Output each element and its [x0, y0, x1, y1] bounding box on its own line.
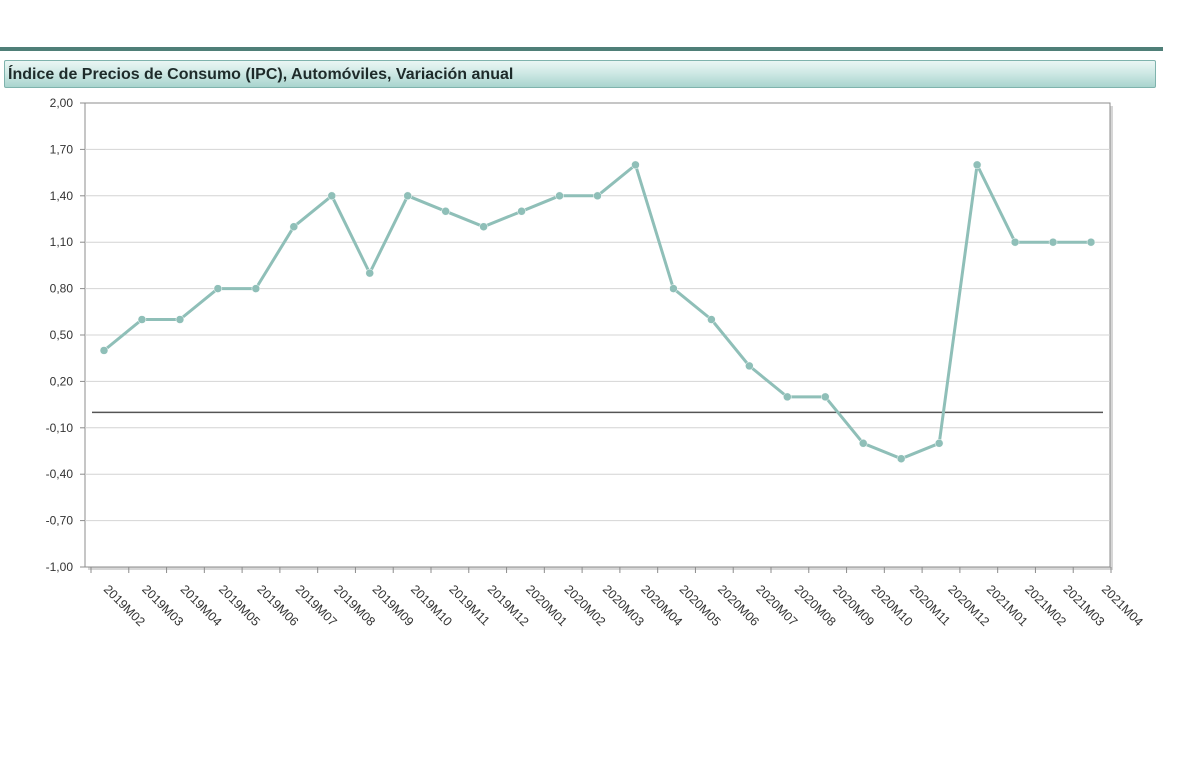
y-tick-label: 1,40 [50, 189, 74, 203]
x-tick-label: 2019M09 [370, 582, 417, 629]
x-tick-label: 2020M01 [523, 582, 570, 629]
x-tick-label: 2020M03 [600, 582, 647, 629]
data-point [858, 439, 868, 448]
data-point [707, 315, 716, 324]
data-point [441, 207, 450, 216]
y-tick-label: -0,70 [46, 514, 74, 528]
data-point [479, 222, 488, 231]
data-point [631, 160, 640, 170]
x-tick-label: 2020M04 [638, 582, 685, 629]
data-point [783, 392, 792, 402]
x-tick-label: 2020M06 [715, 582, 762, 629]
x-tick-label: 2019M08 [331, 582, 378, 629]
y-tick-label: 2,00 [50, 96, 74, 110]
y-tick-label: -0,40 [46, 467, 74, 481]
data-point [934, 439, 944, 448]
x-tick-label: 2019M06 [254, 582, 301, 629]
x-tick-label: 2019M05 [216, 582, 263, 629]
data-point [517, 207, 526, 216]
x-tick-label: 2020M07 [753, 582, 800, 629]
x-tick-label: 2019M12 [485, 582, 532, 629]
data-point [1048, 237, 1058, 247]
data-point [745, 361, 754, 371]
y-tick-label: 1,10 [50, 235, 74, 249]
x-tick-label: 2020M02 [561, 582, 608, 629]
data-point [821, 392, 830, 402]
x-tick-label: 2020M12 [945, 582, 992, 629]
y-tick-label: -0,10 [46, 421, 74, 435]
data-point [251, 284, 261, 293]
data-point [896, 454, 906, 463]
y-tick-label: 0,50 [50, 328, 74, 342]
x-tick-label: 2021M04 [1099, 582, 1146, 629]
chart-title-bar: Índice de Precios de Consumo (IPC), Auto… [4, 60, 1156, 88]
data-point [972, 160, 982, 170]
y-tick-label: 1,70 [50, 142, 74, 156]
x-tick-label: 2021M01 [984, 582, 1031, 629]
data-point [99, 346, 109, 355]
x-tick-label: 2020M11 [907, 582, 953, 628]
x-tick-label: 2019M04 [178, 582, 225, 629]
x-tick-label: 2021M03 [1060, 582, 1107, 629]
data-point [555, 191, 564, 201]
data-point [1010, 237, 1020, 247]
x-tick-label: 2019M02 [101, 582, 148, 629]
top-divider [0, 47, 1163, 51]
data-point [137, 315, 147, 324]
x-tick-label: 2019M03 [139, 582, 186, 629]
data-point [403, 191, 412, 201]
data-point [1086, 237, 1096, 247]
data-point [669, 284, 678, 293]
data-point [365, 268, 374, 278]
data-point [175, 315, 185, 324]
data-point [593, 191, 602, 201]
y-tick-label: -1,00 [46, 560, 74, 574]
x-tick-label: 2020M10 [869, 582, 916, 629]
y-tick-label: 0,80 [50, 282, 74, 296]
data-point [213, 284, 223, 293]
x-tick-label: 2019M07 [293, 582, 340, 629]
x-tick-label: 2019M11 [446, 582, 492, 628]
data-point [289, 222, 299, 231]
x-tick-label: 2020M09 [830, 582, 877, 629]
x-tick-label: 2020M08 [792, 582, 839, 629]
y-tick-label: 0,20 [50, 374, 74, 388]
x-tick-label: 2019M10 [408, 582, 455, 629]
data-point [327, 191, 337, 201]
x-tick-label: 2021M02 [1022, 582, 1069, 629]
chart-title: Índice de Precios de Consumo (IPC), Auto… [8, 66, 514, 83]
x-tick-label: 2020M05 [677, 582, 724, 629]
